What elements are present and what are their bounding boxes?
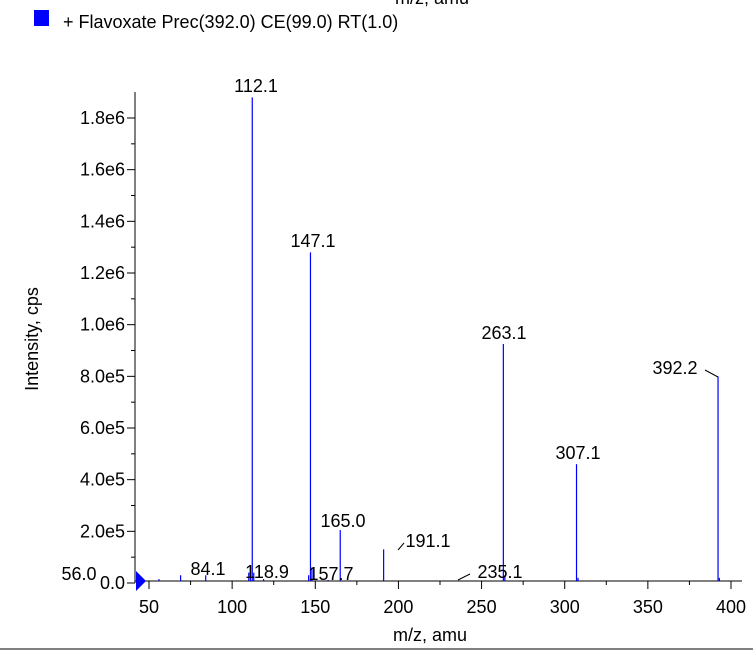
- top-clipped-axis-title: m/z, amu: [395, 0, 469, 8]
- x-tick-label: 400: [716, 597, 746, 617]
- y-tick-label: 1.0e6: [80, 315, 125, 335]
- y-tick-label: 4.0e5: [80, 470, 125, 490]
- peak-label: 147.1: [290, 231, 335, 251]
- peak-label: 157.7: [308, 564, 353, 584]
- y-axis-title: Intensity, cps: [22, 287, 42, 391]
- y-tick-label: 1.6e6: [80, 160, 125, 180]
- peak-label-leader: [397, 542, 405, 551]
- peak-label: 191.1: [405, 531, 450, 551]
- x-tick-label: 100: [217, 597, 247, 617]
- peak-label: 56.0: [61, 564, 96, 584]
- y-tick-label: 0.0: [100, 573, 125, 593]
- y-tick-label: 6.0e5: [80, 418, 125, 438]
- peak-label: 263.1: [481, 323, 526, 343]
- x-tick-label: 250: [467, 597, 497, 617]
- peak-label-leader: [704, 369, 719, 378]
- peak-label-leader: [457, 573, 471, 581]
- x-tick-label: 150: [300, 597, 330, 617]
- peak-label: 112.1: [234, 76, 278, 96]
- y-tick-label: 8.0e5: [80, 366, 125, 386]
- peak-label: 165.0: [320, 511, 365, 531]
- peak-label: 392.2: [652, 358, 697, 378]
- peak-label: 118.9: [245, 562, 289, 582]
- peak-label: 84.1: [190, 559, 225, 579]
- y-tick-label: 1.8e6: [80, 108, 125, 128]
- legend-label: + Flavoxate Prec(392.0) CE(99.0) RT(1.0): [63, 12, 398, 32]
- peak-label: 307.1: [555, 443, 600, 463]
- baseline-marker-icon: [136, 571, 146, 591]
- x-tick-label: 350: [633, 597, 663, 617]
- x-axis-title: m/z, amu: [393, 625, 467, 645]
- plot-area: 0.0 2.0e5 4.0e5 6.0e5 8.0e5 1.0e6 1.2e6 1.4e6 1.…: [0, 76, 753, 650]
- y-tick-label: 1.2e6: [80, 263, 125, 283]
- y-tick-label: 2.0e5: [80, 521, 125, 541]
- x-tick-label: 50: [139, 597, 159, 617]
- x-tick-label: 200: [383, 597, 413, 617]
- legend-swatch: [34, 10, 49, 26]
- y-tick-label: 1.4e6: [80, 211, 125, 231]
- x-tick-label: 300: [550, 597, 580, 617]
- legend: + Flavoxate Prec(392.0) CE(99.0) RT(1.0): [34, 10, 398, 32]
- peak-label: 235.1: [477, 562, 522, 582]
